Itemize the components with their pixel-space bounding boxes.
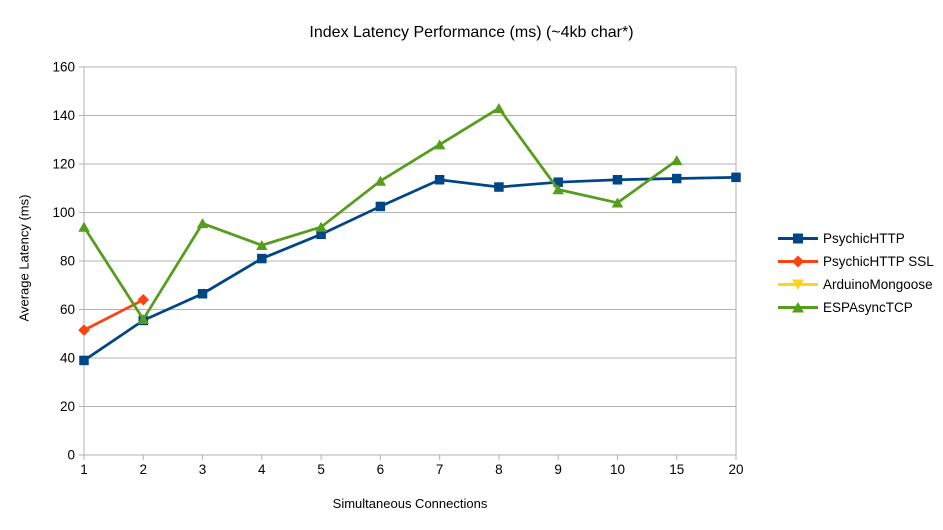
x-tick-label: 3 — [199, 462, 207, 477]
y-tick-label: 160 — [52, 60, 75, 75]
legend-marker-triangle-up — [778, 302, 818, 313]
legend-label: ArduinoMongoose — [823, 277, 933, 292]
data-point-psychichttp — [731, 172, 741, 183]
data-point-psychichttp — [316, 229, 326, 240]
legend-label: PsychicHTTP — [823, 231, 905, 246]
y-tick-label: 40 — [60, 351, 75, 366]
data-point-psychichttp — [553, 177, 563, 187]
legend-label: ESPAsyncTCP — [823, 300, 913, 315]
data-point-espasynctcp — [374, 175, 387, 186]
y-tick-label: 20 — [60, 399, 75, 414]
legend-item-espasynctcp: ESPAsyncTCP — [778, 296, 934, 319]
legend: PsychicHTTP PsychicHTTP SSL ArduinoMongo… — [778, 227, 934, 319]
x-tick-label: 7 — [436, 462, 444, 477]
y-tick-label: 120 — [52, 157, 75, 172]
x-axis-title: Simultaneous Connections — [332, 496, 488, 511]
data-point-psychichttp — [257, 253, 267, 264]
x-tick-label: 6 — [377, 462, 385, 477]
data-point-espasynctcp — [670, 155, 683, 166]
data-point-psychichttp — [671, 173, 682, 184]
legend-item-psychichttp: PsychicHTTP — [778, 227, 934, 250]
data-point-espasynctcp — [493, 102, 505, 113]
y-tick-label: 80 — [60, 254, 75, 269]
data-point-psychichttp-ssl — [137, 294, 150, 306]
data-point-espasynctcp — [196, 218, 209, 229]
chart-title: Index Latency Performance (ms) (~4kb cha… — [309, 24, 634, 41]
triangle-up-icon — [792, 302, 804, 313]
x-tick-label: 15 — [669, 462, 684, 477]
data-point-espasynctcp — [78, 221, 90, 232]
data-point-psychichttp — [612, 175, 623, 185]
data-point-espasynctcp — [433, 139, 446, 150]
y-tick-label: 0 — [67, 448, 75, 463]
x-tick-label: 9 — [554, 462, 562, 477]
legend-marker-square — [778, 233, 818, 244]
triangle-down-icon — [792, 279, 804, 290]
data-point-espasynctcp — [315, 221, 327, 232]
y-tick-label: 140 — [52, 108, 75, 123]
legend-label: PsychicHTTP SSL — [823, 254, 934, 269]
data-point-psychichttp — [375, 201, 386, 212]
legend-item-arduinomongoose: ArduinoMongoose — [778, 273, 934, 296]
data-point-psychichttp — [79, 355, 89, 366]
data-point-espasynctcp — [552, 184, 564, 195]
data-point-psychichttp — [434, 175, 445, 185]
x-tick-label: 5 — [317, 462, 325, 477]
data-point-espasynctcp — [137, 313, 150, 324]
x-tick-label: 1 — [80, 462, 88, 477]
legend-item-psychichttp-ssl: PsychicHTTP SSL — [778, 250, 934, 273]
x-tick-label: 20 — [728, 462, 743, 477]
legend-marker-triangle-down — [778, 279, 818, 290]
data-point-psychichttp — [494, 182, 504, 192]
x-tick-label: 4 — [258, 462, 266, 477]
square-icon — [793, 233, 803, 244]
legend-marker-diamond — [778, 255, 818, 268]
series-line-psychichttp — [83, 175, 737, 362]
data-point-psychichttp — [197, 288, 208, 299]
y-axis-title: Average Latency (ms) — [16, 194, 32, 322]
y-tick-label: 60 — [60, 302, 75, 317]
series-line-espasynctcp — [82, 106, 678, 322]
x-tick-label: 8 — [495, 462, 503, 477]
data-point-espasynctcp — [611, 197, 624, 208]
data-point-espasynctcp — [256, 239, 268, 250]
data-point-psychichttp-ssl — [78, 324, 90, 336]
x-tick-label: 10 — [610, 462, 625, 477]
x-tick-label: 2 — [140, 462, 148, 477]
diamond-icon — [792, 255, 804, 268]
y-tick-label: 100 — [52, 205, 75, 220]
